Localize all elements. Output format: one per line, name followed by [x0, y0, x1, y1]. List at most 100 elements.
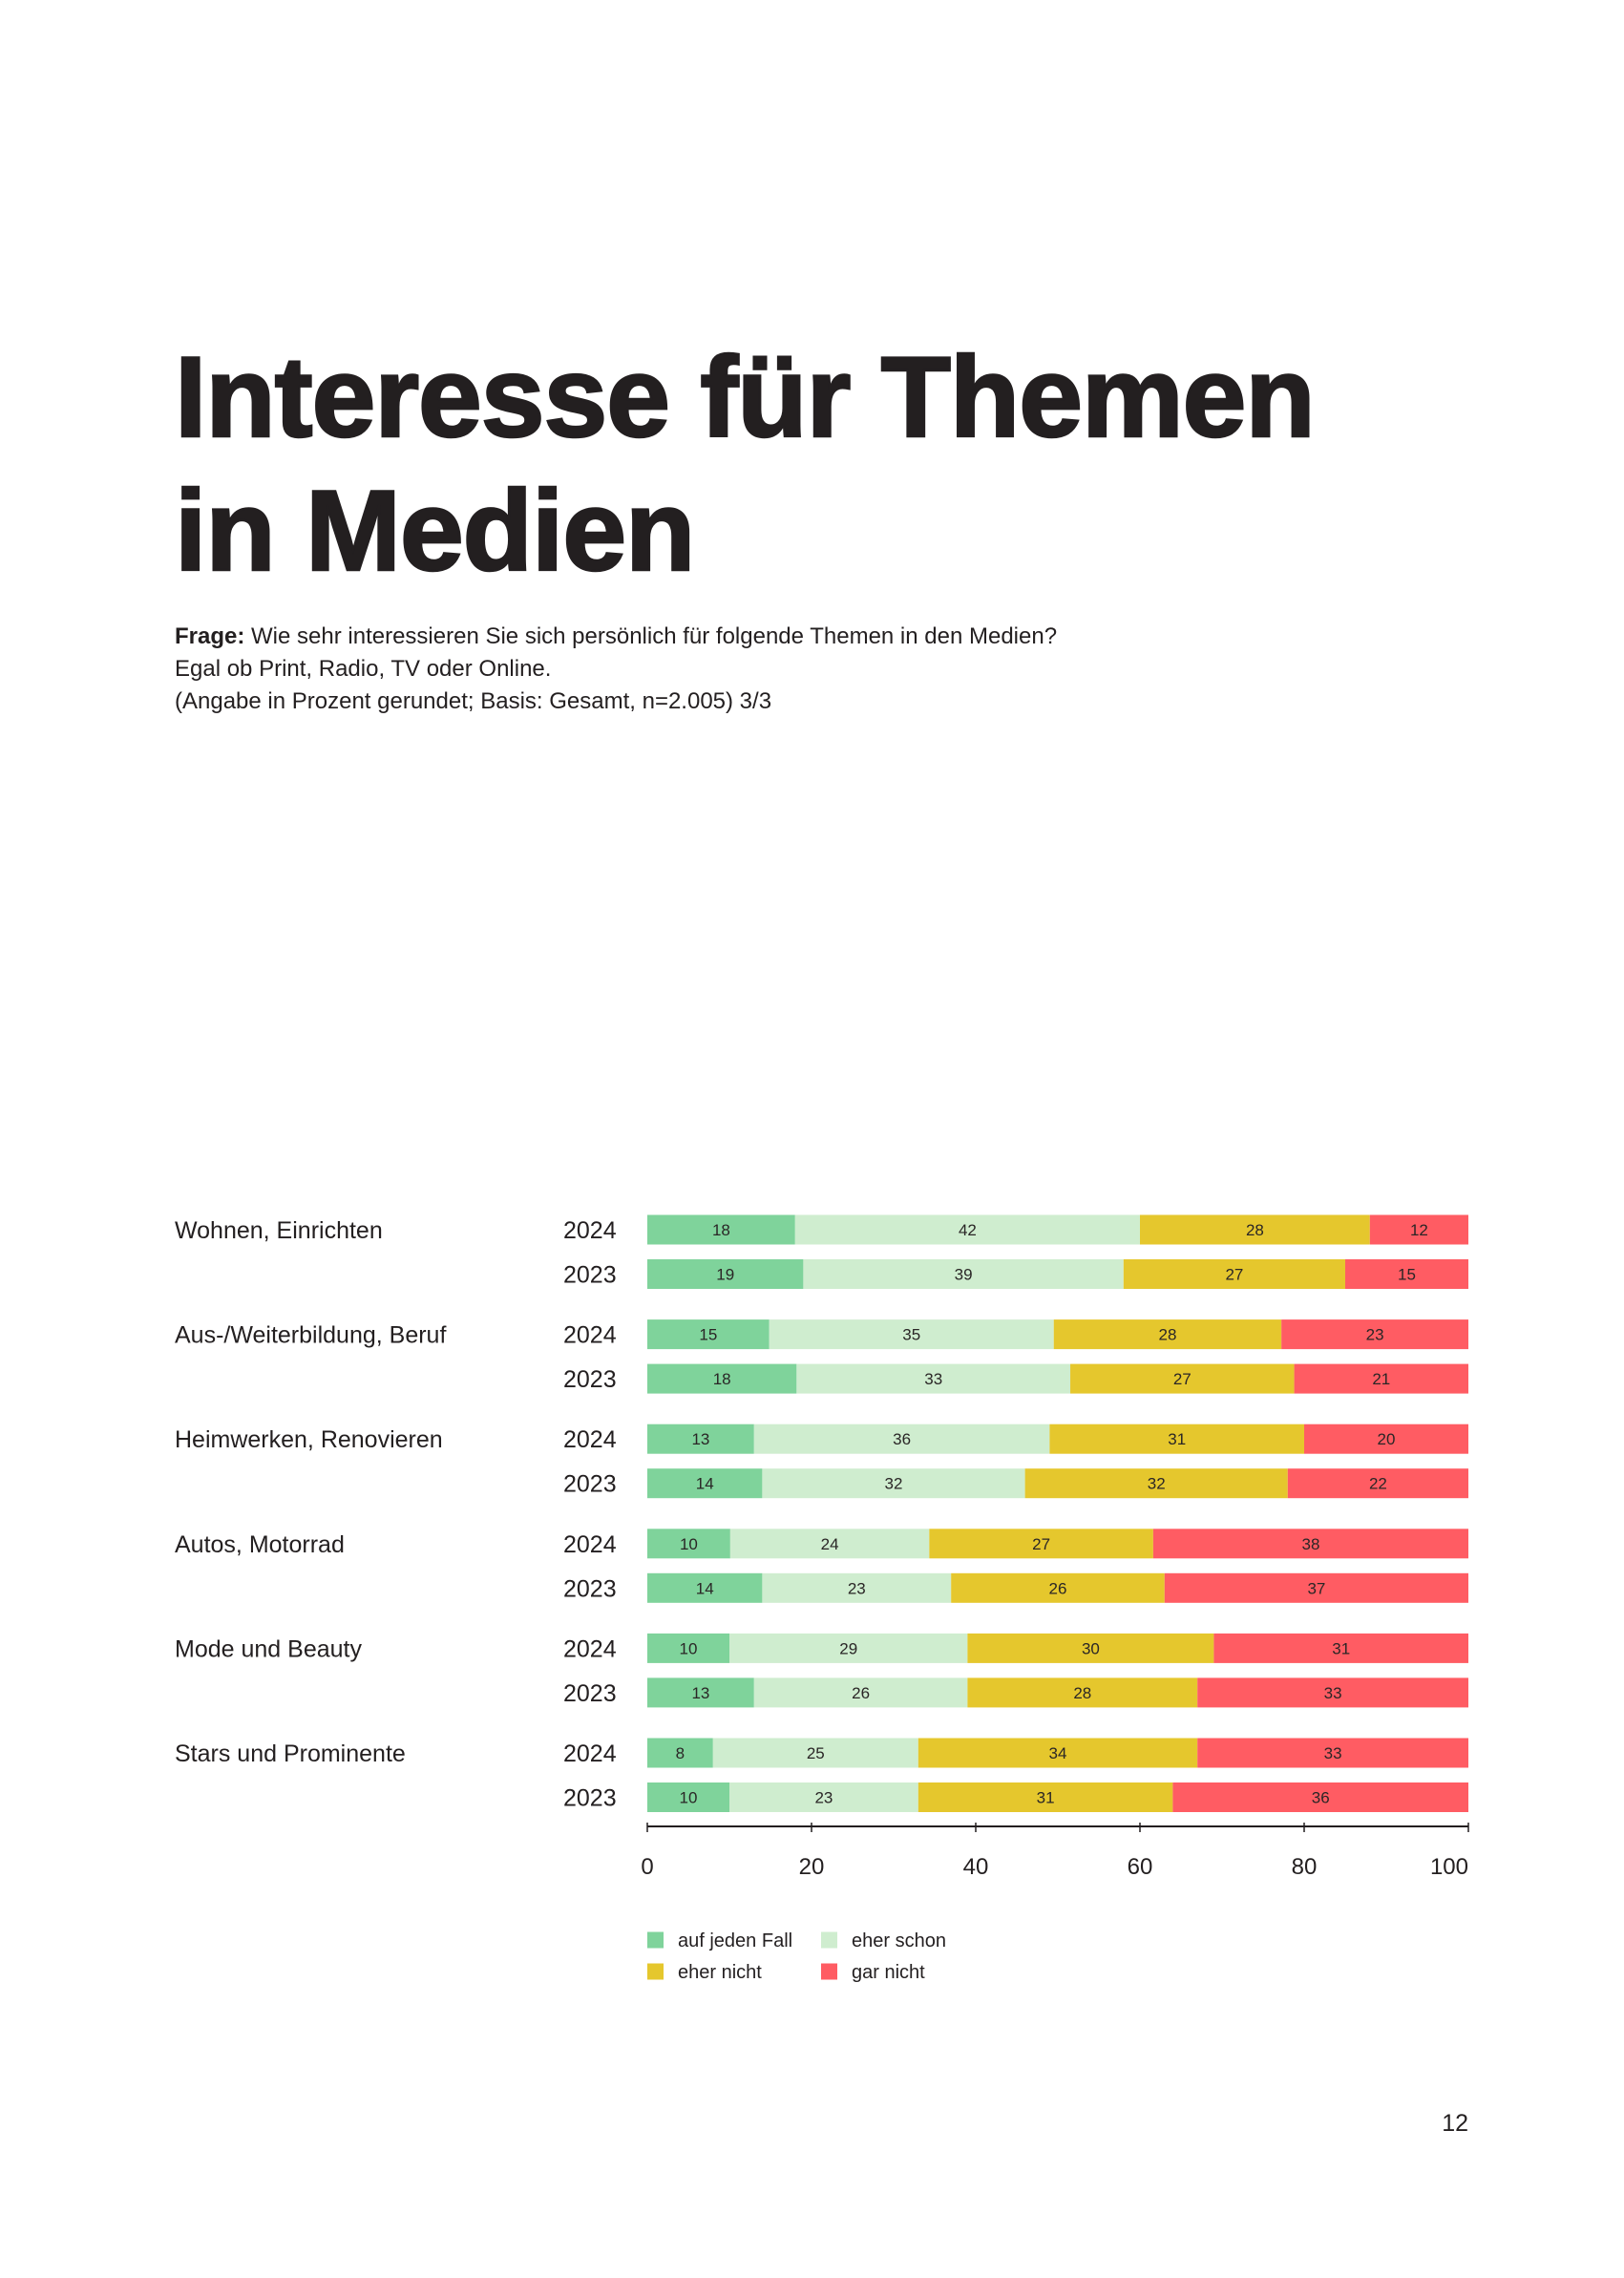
category-label: Mode und Beauty	[175, 1635, 362, 1662]
bar-value-label: 28	[1158, 1326, 1176, 1344]
bar-segment	[647, 1529, 730, 1559]
bar-row: 2023 14 23 26 37	[563, 1572, 1468, 1603]
legend-item: eher schon	[821, 1930, 946, 1951]
year-label: 2024	[563, 1217, 617, 1244]
bar-value-label: 13	[691, 1684, 709, 1702]
bar-segment	[967, 1677, 1198, 1708]
page-number: 12	[1442, 2110, 1468, 2137]
x-axis: 0 20 40 60 80 100	[641, 1823, 1469, 1880]
year-label: 2024	[563, 1635, 617, 1662]
bar-segment	[1049, 1424, 1304, 1454]
bar-row: 2024 10 24 27 38	[563, 1529, 1468, 1559]
category-group: Wohnen, Einrichten 2024 18 42 28 12 2023 19 39 27…	[175, 1214, 1468, 1289]
bar-value-label: 14	[696, 1579, 714, 1597]
bar-value-label: 14	[696, 1475, 714, 1493]
year-label: 2024	[563, 1426, 617, 1453]
bar-segment	[729, 1782, 918, 1812]
bar-value-label: 31	[1037, 1789, 1055, 1807]
bar-row: 2024 15 35 28 23	[563, 1319, 1468, 1350]
bar-segment	[1197, 1738, 1468, 1768]
bar-value-label: 39	[955, 1266, 973, 1284]
legend-swatch	[821, 1963, 837, 1980]
bar-segment	[794, 1214, 1140, 1245]
bar-value-label: 10	[680, 1789, 698, 1807]
bar-value-label: 27	[1173, 1370, 1192, 1388]
bar-value-label: 33	[924, 1370, 942, 1388]
bar-value-label: 15	[1398, 1266, 1416, 1284]
bar-value-label: 27	[1032, 1535, 1050, 1553]
bar-value-label: 25	[807, 1744, 825, 1762]
bar-value-label: 26	[1049, 1579, 1067, 1597]
bar-value-label: 22	[1369, 1475, 1387, 1493]
bar-value-label: 10	[680, 1535, 698, 1553]
bar-segment	[1152, 1529, 1468, 1559]
bar-row: 2023 13 26 28 33	[563, 1677, 1468, 1708]
category-group: Heimwerken, Renovieren 2024 13 36 31 20 2023 14…	[175, 1424, 1468, 1499]
bar-segment	[803, 1259, 1124, 1289]
bar-value-label: 24	[821, 1535, 839, 1553]
question-text: Wie sehr interessieren Sie sich persönli…	[251, 623, 1058, 649]
bar-segment	[1197, 1677, 1468, 1708]
bar-value-label: 31	[1168, 1430, 1186, 1448]
bar-value-label: 15	[699, 1326, 717, 1344]
bar-segment	[929, 1529, 1153, 1559]
legend-item: gar nicht	[821, 1962, 925, 1983]
category-label: Autos, Motorrad	[175, 1531, 345, 1558]
bar-value-label: 31	[1332, 1639, 1350, 1657]
x-tick-label: 100	[1430, 1854, 1468, 1880]
question-label: Frage:	[175, 623, 245, 649]
bar-segment	[1164, 1572, 1468, 1603]
x-tick-label: 0	[641, 1854, 653, 1880]
bar-value-label: 35	[902, 1326, 920, 1344]
question-media-line: Egal ob Print, Radio, TV oder Online.	[175, 656, 552, 682]
bar-segment	[1140, 1214, 1370, 1245]
bar-value-label: 23	[814, 1789, 833, 1807]
legend-item: auf jeden Fall	[647, 1930, 792, 1951]
bar-value-label: 34	[1049, 1744, 1067, 1762]
question-line: Frage: Wie sehr interessieren Sie sich p…	[175, 621, 1416, 653]
bar-segment	[1024, 1468, 1288, 1499]
bar-segment	[762, 1572, 952, 1603]
bar-value-label: 13	[691, 1430, 709, 1448]
bar-segment	[1369, 1214, 1468, 1245]
bar-value-label: 32	[1148, 1475, 1166, 1493]
bar-value-label: 33	[1324, 1684, 1342, 1702]
x-tick-label: 60	[1128, 1854, 1153, 1880]
bar-segment	[647, 1259, 804, 1289]
bar-value-label: 30	[1082, 1639, 1100, 1657]
bar-value-label: 12	[1410, 1221, 1428, 1239]
legend-label: eher schon	[852, 1930, 946, 1951]
bar-segment	[1304, 1424, 1468, 1454]
bar-segment	[1281, 1319, 1468, 1350]
x-tick-label: 20	[799, 1854, 825, 1880]
bar-segment	[647, 1319, 770, 1350]
bar-row: 2023 14 32 32 22	[563, 1468, 1468, 1499]
bar-segment	[647, 1677, 754, 1708]
bar-segment	[1213, 1633, 1468, 1663]
bar-segment	[1053, 1319, 1282, 1350]
page-title: Interesse für Themen in Medien	[174, 330, 1317, 598]
bar-segment	[647, 1424, 754, 1454]
year-label: 2023	[563, 1785, 617, 1812]
bar-segment	[647, 1782, 729, 1812]
bar-segment	[796, 1363, 1071, 1394]
bar-row: 2023 18 33 27 21	[563, 1363, 1468, 1394]
bar-segment	[762, 1468, 1025, 1499]
bar-row: 2024 18 42 28 12	[563, 1214, 1468, 1245]
legend-swatch	[647, 1931, 664, 1949]
page-title-line-1: Interesse für Themen	[174, 332, 1317, 463]
bar-value-label: 37	[1307, 1579, 1325, 1597]
bar-value-label: 32	[885, 1475, 903, 1493]
bar-segment	[647, 1633, 729, 1663]
bar-value-label: 18	[713, 1370, 731, 1388]
bar-value-label: 29	[839, 1639, 857, 1657]
bar-value-label: 10	[680, 1639, 698, 1657]
bar-row: 2024 8 25 34 33	[563, 1738, 1468, 1768]
legend-swatch	[647, 1963, 664, 1980]
bar-row: 2024 10 29 30 31	[563, 1633, 1468, 1663]
bar-value-label: 28	[1073, 1684, 1091, 1702]
bar-value-label: 36	[893, 1430, 911, 1448]
bar-segment	[712, 1738, 918, 1768]
category-group: Aus-/Weiterbildung, Beruf 2024 15 35 28 23202…	[175, 1319, 1468, 1394]
page-title-line-2: in Medien	[174, 466, 697, 597]
